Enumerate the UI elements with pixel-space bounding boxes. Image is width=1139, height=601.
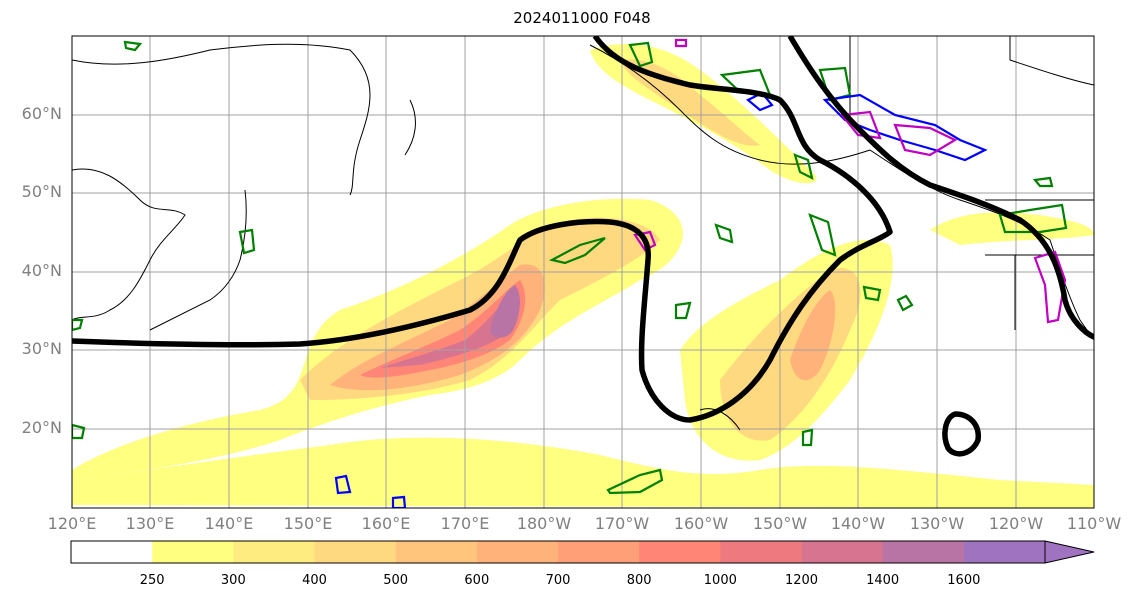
colorbar-cell [558,541,640,563]
colorbar-cell [882,541,965,563]
lon-label: 180°W [516,514,572,533]
colorbar-tick-label: 1000 [703,573,737,588]
colorbar-cell [233,541,315,563]
colorbar-tick-label: 600 [464,573,490,588]
colorbar-tick-label: 400 [302,573,327,588]
lon-label: 130°E [125,514,175,533]
lon-label: 150°E [283,514,333,533]
lon-label: 160°W [673,514,729,533]
lat-label: 50°N [21,182,62,201]
colorbar-cell [152,541,234,563]
lat-label: 40°N [21,261,62,280]
lon-label: 160°E [361,514,411,533]
magenta-contours [633,38,1067,324]
colorbar-tick-label: 1400 [866,573,900,588]
graticule [72,36,1094,508]
lon-label: 170°W [594,514,650,533]
colorbar-tick-label: 250 [139,573,165,588]
lon-label: 110°W [1066,514,1122,533]
colorbar-cell [314,541,397,563]
lat-label: 60°N [21,104,62,123]
colorbar-tick-label: 700 [545,573,571,588]
colorbar-cell [639,541,721,563]
lon-label: 150°W [752,514,808,533]
ivt-shading [72,44,1094,508]
lat-label: 30°N [21,339,62,358]
lon-label: 120°W [988,514,1044,533]
lon-label: 120°E [47,514,97,533]
colorbar-cell [476,541,559,563]
lat-label: 20°N [21,418,62,437]
height-contours [72,36,1094,457]
lon-label: 140°W [830,514,886,533]
colorbar-tick-label: 1200 [784,573,819,588]
map-title: 2024011000 F048 [513,9,651,27]
colorbar-tick-label: 500 [383,573,409,588]
colorbar-cell [801,541,884,563]
colorbar-cell [720,541,802,563]
colorbar-tick-label: 300 [220,573,246,588]
lon-label: 130°W [909,514,965,533]
colorbar-cell [963,541,1046,563]
colorbar-cell [395,541,478,563]
colorbar-tick-label: 1600 [947,573,981,588]
colorbar-cell [71,541,153,563]
colorbar-extend-arrow [1044,540,1095,564]
lon-label: 140°E [204,514,254,533]
colorbar-tick-label: 800 [626,573,652,588]
lon-label: 170°E [440,514,490,533]
